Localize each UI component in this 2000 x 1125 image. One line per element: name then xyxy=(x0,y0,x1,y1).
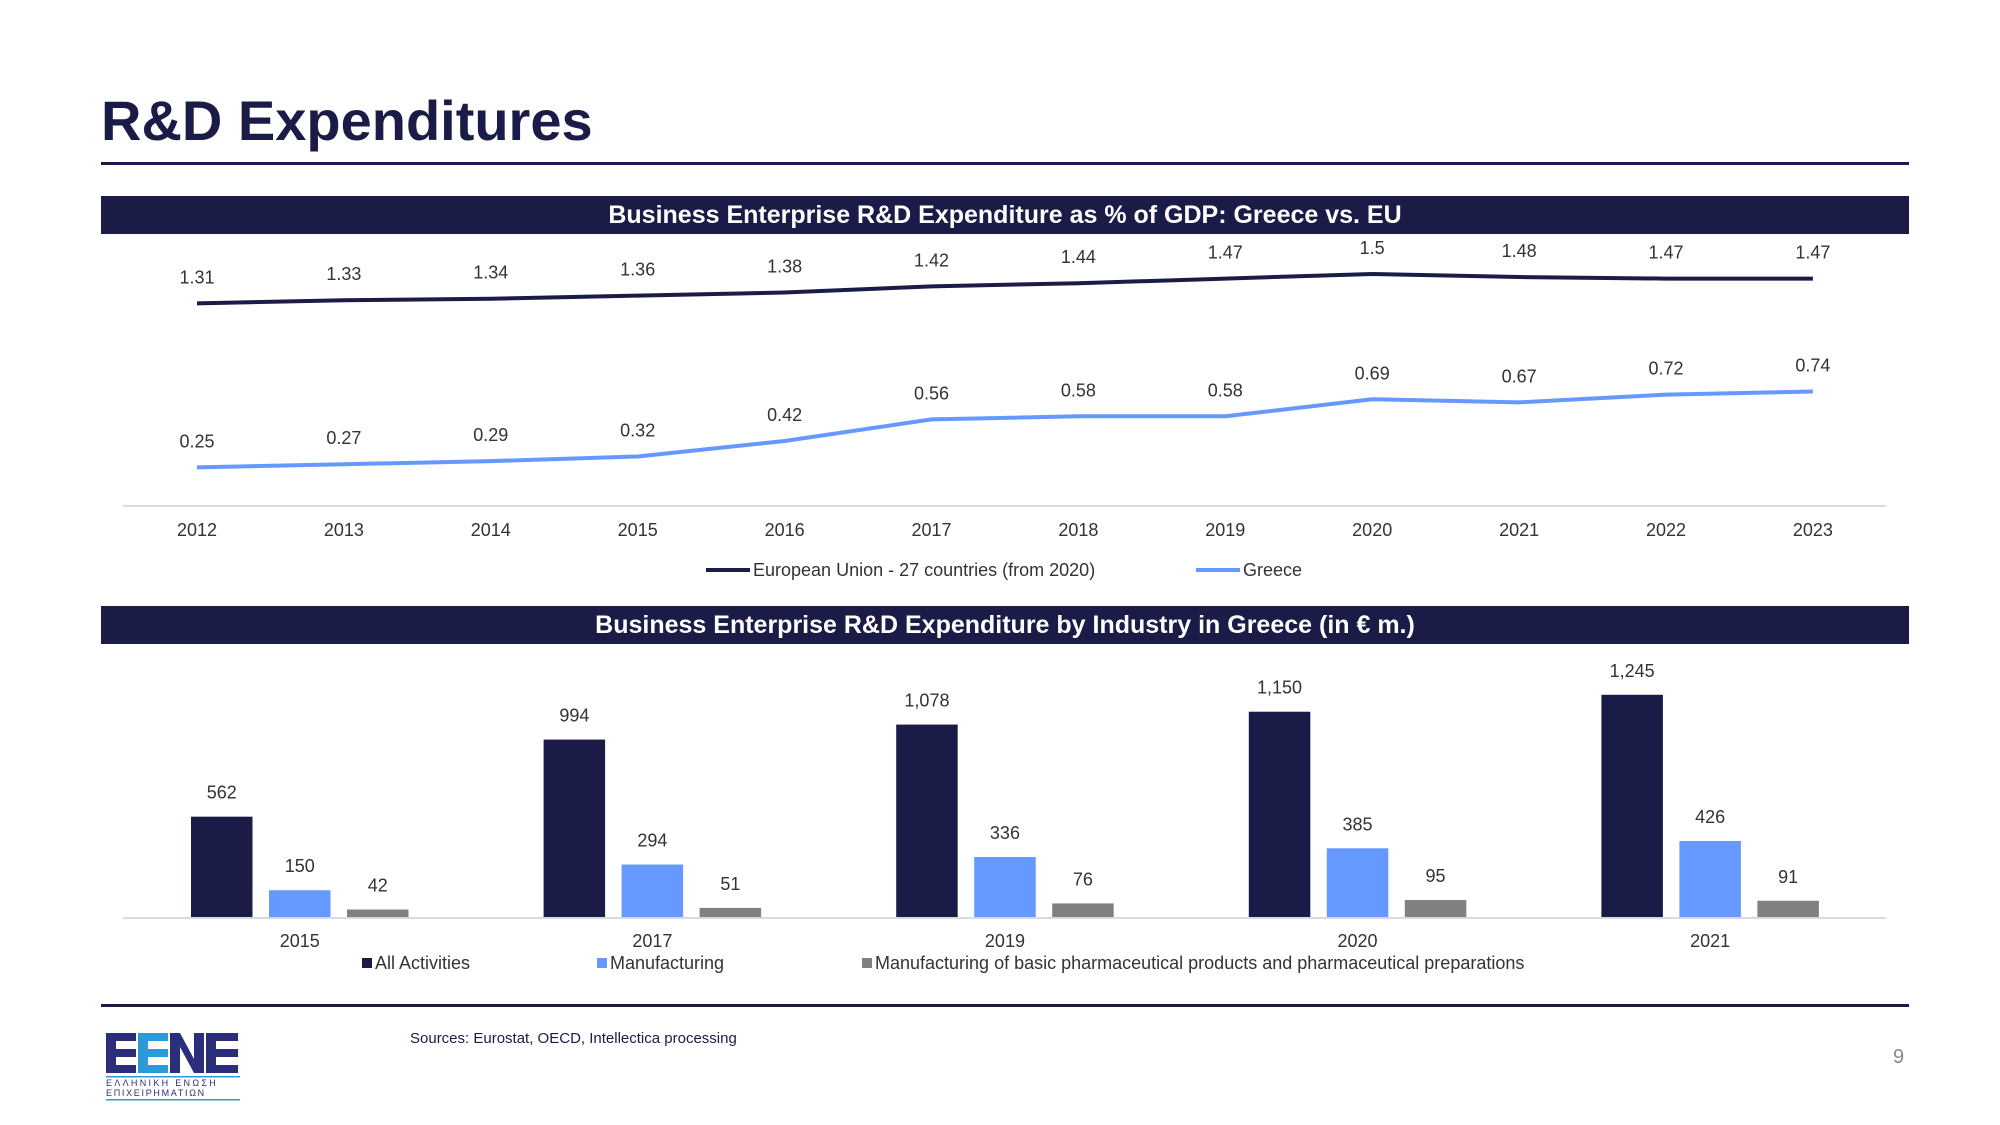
x-tick-label: 2017 xyxy=(911,520,951,540)
data-label: 994 xyxy=(559,706,589,726)
data-label: 562 xyxy=(207,783,237,803)
page-title: R&D Expenditures xyxy=(101,89,593,152)
x-tick-label: 2021 xyxy=(1690,931,1730,951)
bar xyxy=(699,907,762,917)
data-label: 42 xyxy=(368,876,388,896)
data-label: 294 xyxy=(637,831,667,851)
legend-label: Manufacturing of basic pharmaceutical pr… xyxy=(875,953,1524,973)
data-label: 1,245 xyxy=(1610,661,1655,681)
data-label: 1.31 xyxy=(179,267,214,287)
bar xyxy=(1248,711,1311,917)
data-label: 1.42 xyxy=(914,250,949,270)
x-tick-label: 2020 xyxy=(1338,931,1378,951)
data-label: 385 xyxy=(1343,814,1373,834)
bar-chart: 562 150 42 2015 994 294 51 2017 1,078 336 76 2019 1,… xyxy=(123,661,1886,973)
data-label: 1.38 xyxy=(767,257,802,277)
bar xyxy=(896,724,958,917)
legend-swatch xyxy=(862,958,872,968)
legend-swatch xyxy=(597,958,607,968)
bar xyxy=(543,739,606,917)
bar xyxy=(191,816,253,917)
bar xyxy=(269,890,331,917)
series-line-eu xyxy=(196,271,1813,306)
x-tick-label: 2014 xyxy=(471,520,511,540)
legend-label: Manufacturing xyxy=(610,953,724,973)
bar xyxy=(621,864,684,917)
data-label: 91 xyxy=(1778,867,1798,887)
bar xyxy=(1601,694,1663,917)
data-label: 1.48 xyxy=(1502,241,1537,261)
x-tick-label: 2018 xyxy=(1058,520,1098,540)
data-label: 0.72 xyxy=(1648,359,1683,379)
data-label: 0.42 xyxy=(767,405,802,425)
data-label: 0.27 xyxy=(326,428,361,448)
data-label: 95 xyxy=(1426,866,1446,886)
sources-note: Sources: Eurostat, OECD, Intellectica pr… xyxy=(410,1030,737,1047)
data-label: 0.29 xyxy=(473,425,508,445)
data-label: 1.34 xyxy=(473,263,508,283)
bar xyxy=(1326,848,1389,917)
data-label: 336 xyxy=(990,823,1020,843)
series-line-greece xyxy=(196,389,1813,470)
data-label: 426 xyxy=(1695,807,1725,827)
svg-text:ΕΠΙΧΕΙΡΗΜΑΤΙΩΝ: ΕΠΙΧΕΙΡΗΜΑΤΙΩΝ xyxy=(106,1088,206,1098)
data-label: 76 xyxy=(1073,869,1093,889)
x-tick-label: 2021 xyxy=(1499,520,1539,540)
x-tick-label: 2015 xyxy=(280,931,320,951)
x-tick-label: 2017 xyxy=(632,931,672,951)
legend-swatch xyxy=(362,958,372,968)
data-label: 1.5 xyxy=(1360,238,1385,258)
data-label: 0.32 xyxy=(620,420,655,440)
legend-label: All Activities xyxy=(375,953,470,973)
x-tick-label: 2012 xyxy=(177,520,217,540)
data-label: 1.44 xyxy=(1061,247,1096,267)
data-label: 0.69 xyxy=(1355,363,1390,383)
data-label: 0.67 xyxy=(1502,366,1537,386)
bar xyxy=(1757,900,1819,917)
data-label: 1.36 xyxy=(620,260,655,280)
x-tick-label: 2013 xyxy=(324,520,364,540)
page-number: 9 xyxy=(1893,1046,1905,1068)
footer-divider xyxy=(101,1004,1909,1007)
legend-label-greece: Greece xyxy=(1243,560,1302,580)
data-label: 1.47 xyxy=(1208,243,1243,263)
bar xyxy=(347,909,409,917)
svg-text:ΕΛΛΗΝΙΚΗ ΕΝΩΣΗ: ΕΛΛΗΝΙΚΗ ΕΝΩΣΗ xyxy=(106,1078,218,1088)
data-label: 1.47 xyxy=(1648,243,1683,263)
bar-chart-title: Business Enterprise R&D Expenditure by I… xyxy=(101,606,1909,644)
bar xyxy=(1052,903,1114,917)
x-tick-label: 2016 xyxy=(765,520,805,540)
bar xyxy=(1404,900,1467,917)
data-label: 0.74 xyxy=(1795,356,1830,376)
data-label: 0.25 xyxy=(179,431,214,451)
line-chart-title: Business Enterprise R&D Expenditure as %… xyxy=(101,196,1909,234)
data-label: 1.47 xyxy=(1795,243,1830,263)
data-label: 0.58 xyxy=(1061,380,1096,400)
data-label: 1.33 xyxy=(326,264,361,284)
data-label: 51 xyxy=(720,874,740,894)
x-tick-label: 2020 xyxy=(1352,520,1392,540)
title-divider xyxy=(101,162,1909,165)
x-tick-label: 2023 xyxy=(1793,520,1833,540)
bar xyxy=(1679,840,1741,917)
x-tick-label: 2019 xyxy=(1205,520,1245,540)
x-tick-label: 2019 xyxy=(985,931,1025,951)
eene-logo: ΕΛΛΗΝΙΚΗ ΕΝΩΣΗ ΕΠΙΧΕΙΡΗΜΑΤΙΩΝ xyxy=(106,1033,240,1101)
data-label: 0.56 xyxy=(914,383,949,403)
legend-label-eu: European Union - 27 countries (from 2020… xyxy=(753,560,1095,580)
data-label: 0.58 xyxy=(1208,380,1243,400)
x-tick-label: 2015 xyxy=(618,520,658,540)
line-chart: 1.31 1.33 1.34 1.36 1.38 1.42 1.44 1.47 1.5 1.48 1… xyxy=(123,238,1886,580)
data-label: 150 xyxy=(285,856,315,876)
data-label: 1,150 xyxy=(1257,678,1302,698)
x-tick-label: 2022 xyxy=(1646,520,1686,540)
data-label: 1,078 xyxy=(904,691,949,711)
bar xyxy=(974,857,1036,917)
